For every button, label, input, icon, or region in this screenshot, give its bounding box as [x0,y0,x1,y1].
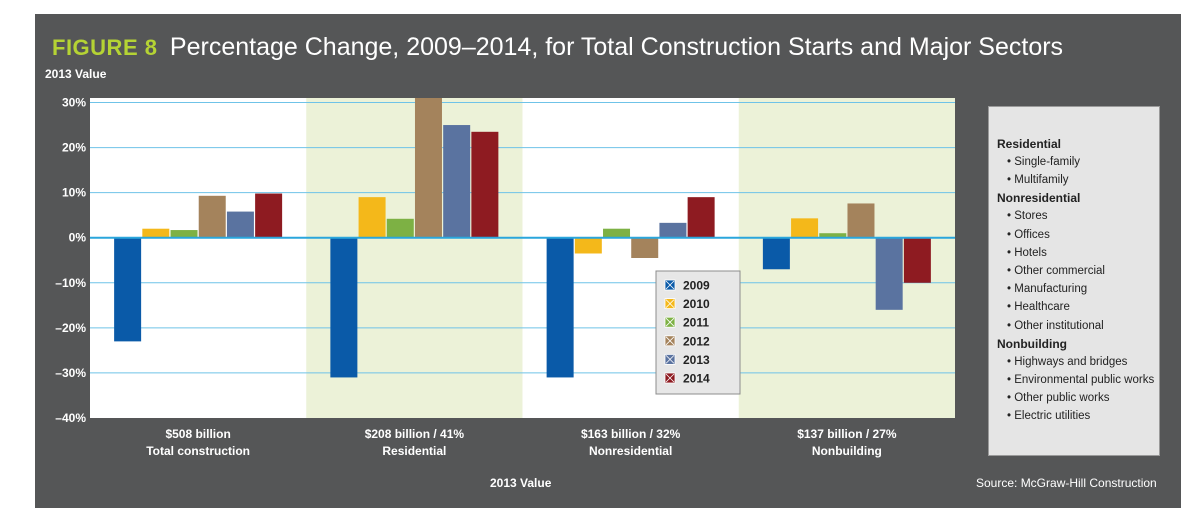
legend-group-item: Highways and bridges [997,353,1159,371]
y-tick-label: 20% [62,141,86,155]
source-note: Source: McGraw-Hill Construction [976,476,1157,490]
category-legend: Residential Single-familyMultifamily Nonre… [988,106,1160,456]
y-tick-label: 10% [62,186,86,200]
legend-group-item: Healthcare [997,298,1159,316]
bar-2012 [198,195,226,238]
legend-group-title: Nonresidential [997,191,1081,206]
figure-title: Percentage Change, 2009–2014, for Total … [169,33,1064,61]
legend-group-item: Other public works [997,389,1159,407]
bar-2013 [443,125,471,238]
bar-2014 [687,197,715,238]
bar-2013 [226,211,254,238]
x-tick-label: $508 billion [165,427,230,441]
legend-group-item: Hotels [997,244,1159,262]
legend-group-item: Electric utilities [997,407,1159,425]
x-tick-label: $137 billion / 27% [797,427,897,441]
bar-2009 [546,237,574,378]
bar-2010 [574,237,602,254]
legend-label: 2014 [683,372,710,386]
y-tick-label: –40% [55,411,86,425]
y-tick-label: –10% [55,276,86,290]
legend-group-item: Multifamily [997,171,1159,189]
x-tick-label: Nonbuilding [812,444,882,458]
legend-swatch-mark [665,336,675,346]
legend-group-item: Other commercial [997,262,1159,280]
bar-2011 [170,230,198,238]
bar-2013 [875,237,903,310]
y-axis-title: 2013 Value [45,67,107,81]
bar-2011 [386,218,414,238]
legend-group-item: Other institutional [997,317,1159,335]
legend-swatch-mark [665,373,675,383]
legend-group-item: Stores [997,207,1159,225]
bar-2010 [358,197,386,238]
bar-2014 [471,131,499,238]
legend-group-item: Single-family [997,153,1159,171]
legend-label: 2011 [683,316,709,330]
legend-swatch-mark [665,280,675,290]
figure-heading: FIGURE 8 Percentage Change, 2009–2014, f… [52,33,1063,62]
x-tick-label: Residential [382,444,446,458]
y-tick-label: 30% [62,96,86,110]
bar-2009 [762,237,790,270]
legend-swatch-mark [665,355,675,364]
x-tick-label: $208 billion / 41% [365,427,465,441]
bar-2013 [659,222,687,238]
bar-2012 [414,98,442,238]
legend-label: 2010 [683,297,710,311]
legend-group-item: Environmental public works [997,371,1159,389]
legend-group-title: Nonbuilding [997,336,1067,351]
y-tick-label: 0% [69,231,87,245]
bar-2014 [903,237,931,283]
y-tick-label: –30% [55,366,86,380]
legend-label: 2009 [683,279,710,293]
y-tick-label: –20% [55,321,86,335]
bar-2014 [255,193,283,238]
legend-group-title: Residential [997,137,1062,151]
bar-2011 [819,233,847,238]
bar-2009 [330,237,358,378]
bar-2009 [114,237,142,342]
legend-group-item: Offices [997,226,1159,244]
legend-group-item: Manufacturing [997,280,1159,298]
bar-2011 [603,228,631,238]
x-axis-title: 2013 Value [490,476,552,490]
bar-2010 [142,228,170,238]
x-tick-label: Nonresidential [589,444,672,458]
legend-swatch-mark [665,317,675,327]
legend-label: 2012 [683,334,710,348]
legend-swatch-mark [665,299,675,308]
x-tick-label: $163 billion / 32% [581,427,681,441]
bar-2012 [631,237,659,258]
bar-2012 [847,203,875,238]
bar-2010 [791,218,819,238]
x-tick-label: Total construction [146,444,250,458]
legend-label: 2013 [683,353,710,367]
figure-label: FIGURE 8 [52,35,158,60]
